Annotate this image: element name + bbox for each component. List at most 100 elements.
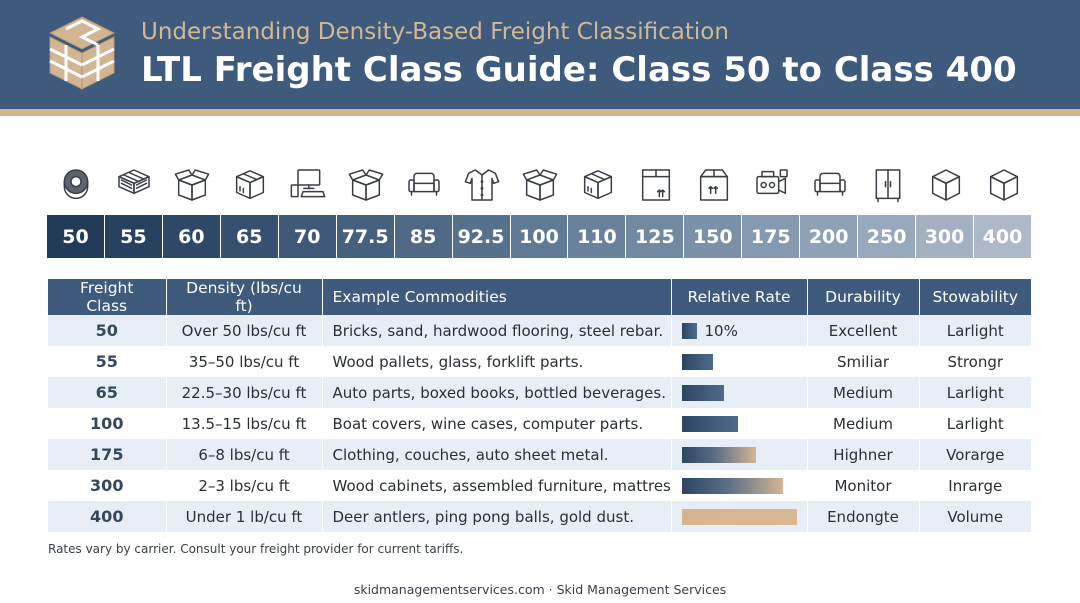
row-density: Over 50 lbs/cu ft [166,315,323,346]
row-freight-class: 400 [48,501,167,532]
cube-icon [917,163,974,207]
row-durability: Smiliar [807,346,920,377]
cabinet-icon [859,163,916,207]
row-commodities: Wood pallets, glass, forklift parts. [322,346,672,377]
rate-bar [681,353,713,370]
row-density: 22.5–30 lbs/cu ft [166,377,323,408]
header-durability: Durability [807,279,920,315]
header-divider [0,109,1080,116]
row-relative-rate [671,501,808,532]
commodity-icon-row [47,163,1031,207]
header-commodities: Example Commodities [322,279,672,315]
row-density: 6–8 lbs/cu ft [166,439,323,470]
rate-bar [681,446,756,463]
header-density: Density (lbs/cu ft) [166,279,323,315]
class-chip-150: 150 [684,215,742,258]
row-durability: Monitor [807,470,920,501]
row-commodities: Boat covers, wine cases, computer parts. [322,408,672,439]
class-chip-400: 400 [974,215,1031,258]
freight-class-strip: 50 55 60 65 70 77.5 85 92.5 100 110 125 150 175 200 25… [47,215,1031,258]
table-row: 55 35–50 lbs/cu ft Wood pallets, glass, fo… [48,346,1031,377]
engine-parts-icon [743,163,800,207]
pallet-stack-icon [105,163,162,207]
this-side-up-box-icon [685,163,742,207]
row-stowability: Larlight [919,377,1031,408]
class-chip-70: 70 [278,215,336,258]
rate-bar [681,322,697,339]
rate-disclaimer: Rates vary by carrier. Consult your frei… [48,542,464,556]
header-banner: Understanding Density-Based Freight Clas… [0,0,1080,109]
row-commodities: Wood cabinets, assembled furniture, matt… [322,470,672,501]
table-row: 65 22.5–30 lbs/cu ft Auto parts, boxed boo… [48,377,1031,408]
row-freight-class: 50 [48,315,167,346]
class-chip-200: 200 [800,215,858,258]
row-durability: Medium [807,408,920,439]
row-stowability: Strongr [919,346,1031,377]
class-chip-110: 110 [568,215,626,258]
class-chip-250: 250 [858,215,916,258]
table-row: 100 13.5–15 lbs/cu ft Boat covers, wine ca… [48,408,1031,439]
table-row: 175 6–8 lbs/cu ft Clothing, couches, auto … [48,439,1031,470]
class-chip-175: 175 [742,215,800,258]
header-stowability: Stowability [919,279,1031,315]
sealed-box-icon [569,163,626,207]
row-durability: Medium [807,377,920,408]
class-chip-92-5: 92.5 [452,215,510,258]
cube-icon [975,163,1032,207]
computer-devices-icon [279,163,336,207]
row-stowability: Larlight [919,408,1031,439]
row-relative-rate [671,439,808,470]
class-chip-300: 300 [916,215,973,258]
class-chip-65: 65 [220,215,278,258]
row-relative-rate [671,408,808,439]
row-relative-rate [671,346,808,377]
rate-bar [681,477,783,494]
page-subtitle: Understanding Density-Based Freight Clas… [141,19,729,45]
row-durability: Excellent [807,315,920,346]
row-density: Under 1 lb/cu ft [166,501,323,532]
row-durability: Highner [807,439,920,470]
open-box-icon [511,163,568,207]
freight-class-table: Freight Class Density (lbs/cu ft) Exampl… [48,279,1031,532]
class-chip-100: 100 [510,215,568,258]
rate-bar [681,384,724,401]
header-freight-class: Freight Class [48,279,167,315]
pallet-s-logo-icon [48,16,116,90]
header-relative-rate: Relative Rate [671,279,808,315]
row-freight-class: 100 [48,408,167,439]
row-commodities: Auto parts, boxed books, bottled beverag… [322,377,672,408]
row-relative-rate: 10% [671,315,808,346]
rate-bar [681,508,797,525]
class-chip-125: 125 [626,215,684,258]
row-freight-class: 65 [48,377,167,408]
footer-credit: skidmanagementservices.com · Skid Manage… [353,582,727,597]
row-stowability: Larlight [919,315,1031,346]
class-chip-77-5: 77.5 [336,215,394,258]
row-freight-class: 55 [48,346,167,377]
class-chip-55: 55 [104,215,162,258]
row-commodities: Deer antlers, ping pong balls, gold dust… [322,501,672,532]
row-freight-class: 300 [48,470,167,501]
row-durability: Endongte [807,501,920,532]
table-row: 400 Under 1 lb/cu ft Deer antlers, ping po… [48,501,1031,532]
shirt-icon [453,163,510,207]
steel-coil-icon [47,163,104,207]
sofa-icon [801,163,858,207]
rate-bar [681,415,738,432]
class-chip-85: 85 [394,215,452,258]
table-row: 300 2–3 lbs/cu ft Wood cabinets, assembled… [48,470,1031,501]
upright-box-icon [627,163,684,207]
row-stowability: Volume [919,501,1031,532]
class-chip-50: 50 [47,215,104,258]
row-freight-class: 175 [48,439,167,470]
page-title: LTL Freight Class Guide: Class 50 to Cla… [141,50,1017,90]
class-chip-60: 60 [162,215,220,258]
table-header-row: Freight Class Density (lbs/cu ft) Exampl… [48,279,1031,315]
open-box-icon [163,163,220,207]
sealed-box-icon [221,163,278,207]
table-row: 50 Over 50 lbs/cu ft Bricks, sand, hardwoo… [48,315,1031,346]
row-stowability: Vorarge [919,439,1031,470]
open-box-icon [337,163,394,207]
sofa-icon [395,163,452,207]
row-density: 2–3 lbs/cu ft [166,470,323,501]
